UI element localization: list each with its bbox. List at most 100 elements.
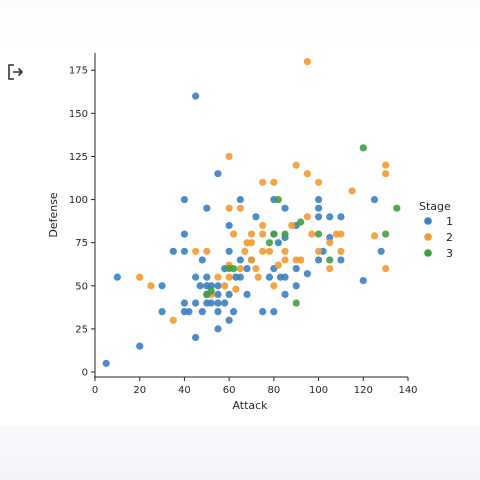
data-point-stage-1 <box>326 233 334 242</box>
data-point-stage-1 <box>185 308 193 316</box>
data-point-stage-1 <box>314 256 323 264</box>
data-point-stage-1 <box>292 264 300 273</box>
data-point-stage-2 <box>247 256 256 264</box>
data-point-stage-2 <box>259 221 267 230</box>
data-point-stage-2 <box>236 264 244 273</box>
data-point-stage-1 <box>214 325 222 333</box>
data-point-stage-2 <box>225 204 233 212</box>
data-point-stage-2 <box>221 282 229 290</box>
data-point-stage-1 <box>281 204 289 212</box>
top-strip <box>0 0 480 55</box>
data-point-stage-1 <box>158 308 166 316</box>
data-point-stage-2 <box>225 273 233 281</box>
data-point-stage-1 <box>236 256 244 264</box>
y-tick-label: 50 <box>75 281 88 292</box>
data-point-stage-3 <box>274 195 282 204</box>
data-point-stage-1 <box>225 221 233 230</box>
data-point-stage-2 <box>259 247 267 255</box>
data-point-stage-2 <box>314 247 323 255</box>
data-point-stage-2 <box>225 152 233 161</box>
x-tick-label: 80 <box>267 385 280 396</box>
data-point-stage-1 <box>169 247 177 255</box>
data-point-stage-1 <box>225 247 233 255</box>
data-point-stage-2 <box>382 264 390 273</box>
data-point-stage-2 <box>303 213 311 221</box>
y-tick-label: 150 <box>69 109 88 120</box>
data-point-stage-3 <box>281 230 289 238</box>
data-point-stage-2 <box>348 187 356 195</box>
data-point-stage-2 <box>147 282 155 290</box>
data-point-stage-1 <box>214 282 222 290</box>
data-point-stage-1 <box>281 290 289 299</box>
data-point-stage-2 <box>203 247 211 255</box>
data-point-stage-2 <box>241 247 249 255</box>
data-point-stage-1 <box>180 230 189 238</box>
data-point-stage-1 <box>230 308 238 316</box>
exit-icon[interactable] <box>6 63 24 81</box>
data-point-stage-1 <box>180 247 189 255</box>
data-point-stage-1 <box>337 256 345 264</box>
data-point-stage-3 <box>326 256 334 264</box>
data-point-stage-1 <box>203 273 211 281</box>
data-point-stage-2 <box>370 232 379 240</box>
data-point-stage-2 <box>169 316 177 324</box>
data-point-stage-2 <box>303 170 311 178</box>
data-point-stage-1 <box>192 333 200 342</box>
data-point-stage-3 <box>292 299 300 307</box>
data-point-stage-3 <box>207 287 215 295</box>
y-tick-label: 100 <box>69 195 88 206</box>
data-point-stage-2 <box>230 230 238 238</box>
data-point-stage-2 <box>265 247 273 255</box>
data-point-stage-2 <box>326 264 334 273</box>
data-point-stage-1 <box>136 342 144 350</box>
legend-marker-stage-1 <box>424 217 432 225</box>
y-tick-label: 25 <box>75 324 88 335</box>
data-point-stage-1 <box>214 170 222 178</box>
data-point-stage-1 <box>314 195 323 204</box>
data-point-stage-1 <box>303 270 311 278</box>
x-tick-label: 60 <box>223 385 236 396</box>
data-point-stage-2 <box>192 247 200 255</box>
data-point-stage-1 <box>198 308 206 316</box>
data-point-stage-1 <box>214 290 222 299</box>
legend-label-stage-2: 2 <box>446 231 453 244</box>
data-point-stage-2 <box>270 178 278 186</box>
data-point-stage-1 <box>292 282 300 290</box>
data-point-stage-1 <box>180 299 189 307</box>
data-point-stage-1 <box>326 213 334 221</box>
data-point-stage-1 <box>259 308 267 316</box>
data-point-stage-3 <box>382 230 390 238</box>
data-point-stage-2 <box>236 204 244 212</box>
data-point-stage-1 <box>359 277 367 285</box>
data-point-stage-1 <box>243 290 251 299</box>
data-point-stage-1 <box>221 299 229 307</box>
y-axis-label: Defense <box>47 192 60 238</box>
x-tick-label: 0 <box>92 385 98 396</box>
data-point-stage-1 <box>281 273 289 281</box>
data-point-stage-2 <box>259 230 267 238</box>
data-point-stage-2 <box>314 178 323 186</box>
y-tick-label: 0 <box>82 368 88 379</box>
data-point-stage-2 <box>274 261 282 269</box>
x-tick-label: 20 <box>133 385 146 396</box>
y-tick-label: 175 <box>69 66 88 77</box>
data-point-stage-1 <box>207 299 215 307</box>
data-point-stage-2 <box>247 230 256 238</box>
x-tick-label: 120 <box>354 385 373 396</box>
data-point-stage-2 <box>292 161 300 169</box>
y-tick-label: 125 <box>69 152 88 163</box>
data-point-stage-1 <box>236 273 244 281</box>
data-point-stage-1 <box>370 195 379 204</box>
data-point-stage-2 <box>297 256 305 264</box>
data-point-stage-1 <box>102 359 110 367</box>
data-point-stage-2 <box>337 247 345 255</box>
data-point-stage-1 <box>192 92 200 100</box>
axes-layer: 0 20 40 60 80 100 120 140 0 25 50 75 100 125 150 175 <box>69 53 418 396</box>
legend-title: Stage <box>419 200 451 213</box>
legend-marker-stage-2 <box>424 233 432 241</box>
data-point-stage-1 <box>314 213 323 221</box>
data-point-stage-1 <box>225 316 233 324</box>
data-point-stage-2 <box>254 273 262 281</box>
data-point-stage-2 <box>326 239 334 247</box>
data-point-stage-1 <box>207 282 215 290</box>
